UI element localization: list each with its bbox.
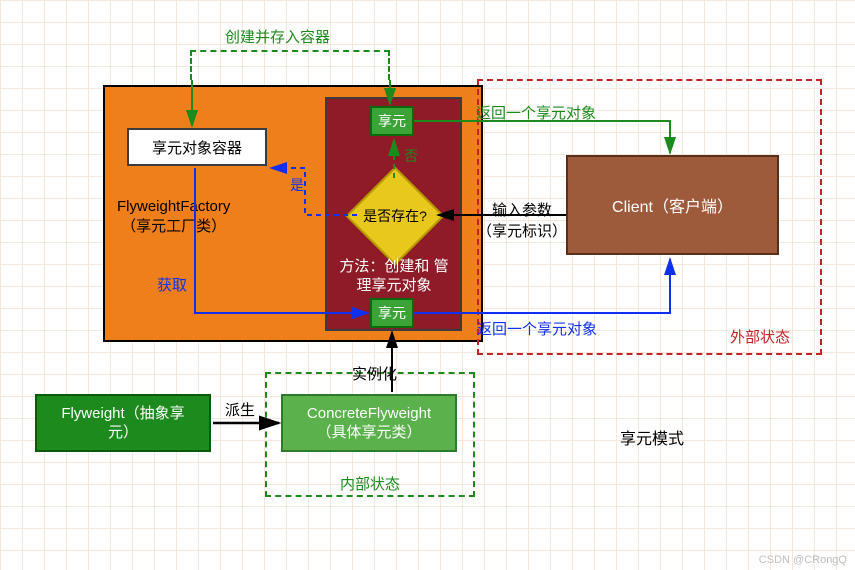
flyweight-abstract-box: Flyweight（抽象享 元）	[35, 394, 211, 452]
method-desc: 方法：创建和 管理享元对象	[334, 258, 454, 296]
exists-diamond: 是否存在?	[357, 178, 433, 254]
create-store-label: 创建并存入容器	[225, 26, 330, 47]
flyweight-top-box: 享元	[370, 106, 414, 136]
flyweight-bottom-box: 享元	[370, 298, 414, 328]
input-param-label: 输入参数 （享元标识）	[477, 199, 567, 241]
flyweight-bottom-label: 享元	[378, 303, 406, 323]
return-bottom-label: 返回一个享元对象	[477, 318, 597, 339]
container-box: 享元对象容器	[127, 128, 267, 166]
instantiate-label: 实例化	[352, 363, 397, 384]
internal-state-label: 内部状态	[340, 473, 400, 494]
flyweight-top-label: 享元	[378, 111, 406, 131]
title-label: 享元模式	[620, 425, 684, 449]
no-label: 否	[404, 146, 418, 166]
yes-label: 是	[290, 175, 304, 195]
flyweight-abstract-label: Flyweight（抽象享 元）	[61, 404, 184, 443]
return-top-label: 返回一个享元对象	[476, 102, 596, 123]
external-state-label: 外部状态	[730, 326, 790, 347]
derive-label: 派生	[225, 399, 255, 420]
watermark: CSDN @CRongQ	[759, 554, 847, 566]
create-store-dashed	[190, 50, 390, 80]
factory-title: FlyweightFactory （享元工厂类）	[117, 198, 230, 236]
container-label: 享元对象容器	[152, 137, 242, 158]
diamond-label: 是否存在?	[363, 206, 427, 226]
acquire-label: 获取	[157, 274, 187, 295]
